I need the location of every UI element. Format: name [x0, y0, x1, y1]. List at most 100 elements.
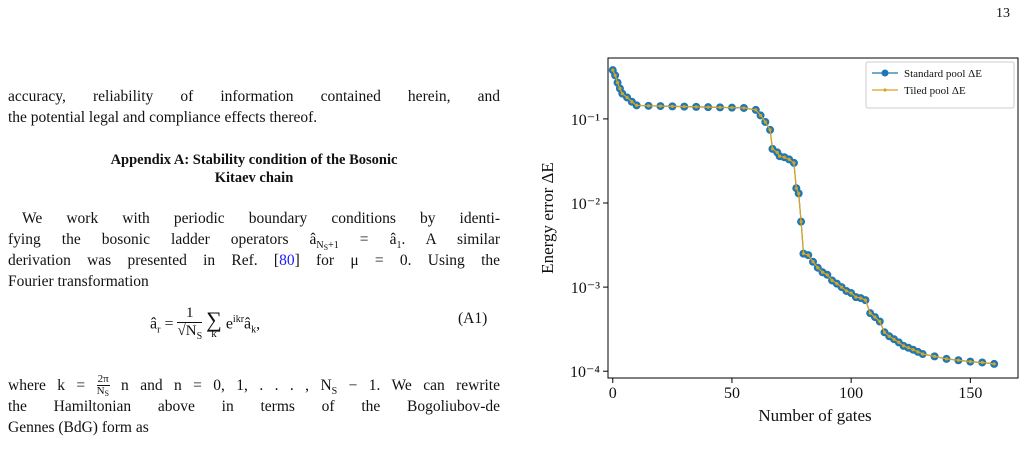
data-point	[763, 120, 767, 124]
series-line	[612, 69, 995, 365]
data-point	[797, 191, 801, 196]
text: n and n = 0, 1, . . . , N	[109, 377, 332, 395]
math: 1	[177, 305, 203, 323]
x-tick-label: 150	[958, 385, 982, 402]
data-point	[782, 155, 786, 159]
data-point	[801, 252, 806, 256]
data-point	[835, 282, 839, 286]
equation-label: (A1)	[458, 310, 488, 327]
data-point	[770, 147, 775, 151]
text: 1	[396, 240, 402, 252]
data-point	[754, 108, 758, 112]
x-tick-label: 100	[839, 385, 863, 402]
y-tick-label: 10⁻³	[571, 280, 600, 297]
page-number: 13	[996, 6, 1010, 21]
legend-label: Standard pool ΔE	[904, 68, 982, 80]
heading: Kitaev chain	[214, 170, 294, 186]
text-line: fying the bosonic ladder operators âNS+1…	[8, 230, 500, 258]
legend-frame	[865, 61, 1015, 109]
data-point	[992, 362, 996, 366]
text: S	[323, 243, 329, 253]
text: S	[331, 386, 338, 398]
data-point	[613, 73, 617, 77]
data-point	[620, 91, 624, 96]
text: − 1. We can rewrite	[337, 377, 500, 395]
data-point	[878, 319, 882, 324]
data-point	[730, 106, 734, 110]
data-point	[682, 105, 686, 109]
math: r	[157, 324, 161, 336]
data-point	[806, 253, 810, 257]
data-point	[887, 334, 891, 338]
x-tick-label: 50	[724, 385, 740, 402]
y-tick-label: 10⁻¹	[571, 112, 600, 129]
text: derivation was presented in Ref. [	[8, 252, 280, 269]
series-line	[612, 69, 995, 365]
x-axis-label: Number of gates	[758, 406, 871, 425]
math: e	[225, 315, 233, 333]
data-point	[868, 311, 872, 315]
data-point	[897, 340, 901, 344]
data-point	[892, 337, 896, 341]
text-line: where k = 2π NS n and n = 0, 1, . . . , N…	[8, 374, 500, 402]
text: . A similar	[401, 231, 500, 248]
y-tick-label: 10⁻²	[571, 196, 600, 213]
data-point	[635, 103, 639, 107]
math: =	[164, 315, 174, 333]
data-point	[615, 81, 620, 85]
data-point	[921, 352, 925, 356]
data-point	[658, 104, 663, 108]
math: k	[211, 327, 217, 340]
data-point	[906, 346, 910, 350]
legend-marker	[881, 69, 889, 77]
data-point	[932, 354, 937, 358]
data-point	[825, 273, 829, 277]
text-line: derivation was presented in Ref. [80] fo…	[8, 251, 500, 271]
data-point	[820, 270, 825, 274]
data-point	[775, 150, 779, 154]
data-point	[670, 104, 674, 108]
text-line: the Hamiltonian above in terms of the Bo…	[8, 398, 500, 415]
legend-marker	[883, 88, 887, 92]
data-point	[758, 113, 763, 118]
equation: âr = 1 √NS ∑ k eikrâk,	[150, 300, 260, 351]
math: N	[96, 385, 105, 397]
data-point	[611, 68, 615, 72]
data-point	[778, 154, 782, 158]
text: where k =	[8, 377, 97, 395]
y-axis-label: Energy error ΔE	[538, 162, 557, 274]
text-line: We work with periodic boundary condition…	[22, 210, 500, 227]
data-point	[742, 106, 746, 110]
data-point	[618, 86, 622, 91]
x-tick-label: 0	[609, 385, 617, 402]
math: k	[251, 324, 257, 336]
data-point	[830, 278, 834, 283]
text-line: Fourier transformation	[8, 273, 149, 290]
text-line: accuracy, reliability of information con…	[8, 88, 500, 105]
data-point	[816, 266, 820, 270]
legend: Standard pool ΔE Tiled pool ΔE	[865, 61, 1015, 109]
data-point	[794, 186, 798, 190]
data-point	[873, 315, 877, 319]
math: ikr	[232, 314, 245, 325]
y-tick-label: 10⁻⁴	[570, 364, 600, 381]
data-point	[718, 105, 722, 110]
data-point	[694, 105, 698, 109]
data-point	[849, 291, 853, 295]
data-point	[968, 360, 972, 364]
data-point	[911, 348, 915, 352]
text: ] for μ = 0. Using the	[294, 252, 500, 269]
text: fying the bosonic ladder operators â	[8, 231, 317, 248]
text: +1	[328, 240, 339, 252]
text: = â	[338, 231, 397, 248]
citation[interactable]: 80	[279, 252, 295, 269]
math: 2π	[96, 373, 110, 386]
data-point	[854, 295, 858, 299]
legend-label: Tiled pool ΔE	[904, 85, 966, 97]
math: √N	[177, 322, 197, 339]
data-point	[863, 298, 868, 302]
math: S	[104, 389, 109, 398]
math: ∑	[206, 306, 222, 332]
data-point	[980, 360, 984, 365]
